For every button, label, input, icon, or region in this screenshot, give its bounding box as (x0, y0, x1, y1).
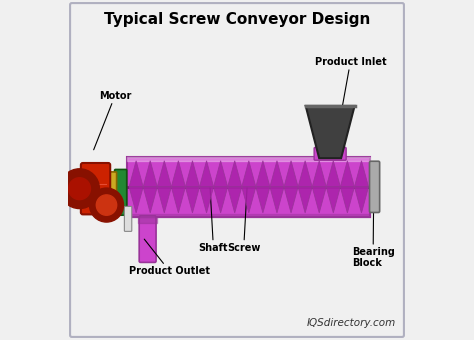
FancyBboxPatch shape (81, 163, 110, 215)
Polygon shape (256, 161, 270, 187)
Polygon shape (312, 161, 326, 187)
Circle shape (69, 178, 91, 200)
Polygon shape (326, 187, 340, 213)
Polygon shape (340, 187, 355, 213)
Polygon shape (355, 187, 368, 213)
Polygon shape (200, 161, 214, 187)
Bar (128, 156, 370, 217)
Polygon shape (270, 187, 284, 213)
Text: Product Outlet: Product Outlet (129, 239, 210, 276)
Circle shape (96, 195, 117, 215)
FancyBboxPatch shape (139, 216, 156, 262)
Text: Shaft: Shaft (199, 187, 228, 253)
Text: Bearing
Block: Bearing Block (352, 207, 394, 269)
Polygon shape (171, 161, 185, 187)
Polygon shape (306, 106, 355, 158)
Polygon shape (214, 187, 228, 213)
FancyBboxPatch shape (370, 161, 380, 212)
Polygon shape (157, 187, 171, 213)
FancyBboxPatch shape (70, 3, 404, 337)
Polygon shape (200, 187, 214, 213)
Polygon shape (157, 161, 171, 187)
Polygon shape (355, 161, 368, 187)
Polygon shape (326, 161, 340, 187)
Circle shape (60, 169, 100, 208)
Polygon shape (228, 187, 242, 213)
Polygon shape (284, 187, 298, 213)
Circle shape (90, 188, 124, 222)
Polygon shape (185, 187, 200, 213)
Polygon shape (185, 161, 200, 187)
Text: Typical Screw Conveyor Design: Typical Screw Conveyor Design (104, 13, 370, 28)
FancyBboxPatch shape (314, 148, 346, 160)
Polygon shape (242, 187, 256, 213)
Polygon shape (270, 161, 284, 187)
FancyBboxPatch shape (115, 169, 127, 215)
Text: Motor: Motor (94, 91, 131, 150)
Polygon shape (256, 187, 270, 213)
Polygon shape (284, 161, 298, 187)
Polygon shape (298, 161, 312, 187)
Polygon shape (214, 161, 228, 187)
Polygon shape (143, 187, 157, 213)
Polygon shape (298, 187, 312, 213)
Polygon shape (228, 161, 242, 187)
FancyBboxPatch shape (107, 172, 117, 207)
Text: Product Inlet: Product Inlet (315, 57, 386, 130)
FancyBboxPatch shape (124, 206, 132, 232)
Polygon shape (143, 161, 157, 187)
Polygon shape (242, 161, 256, 187)
Polygon shape (340, 161, 355, 187)
Polygon shape (171, 187, 185, 213)
Text: Screw: Screw (227, 187, 260, 253)
Text: IQSdirectory.com: IQSdirectory.com (306, 319, 395, 328)
Polygon shape (312, 187, 326, 213)
Polygon shape (129, 187, 143, 213)
Polygon shape (129, 161, 143, 187)
